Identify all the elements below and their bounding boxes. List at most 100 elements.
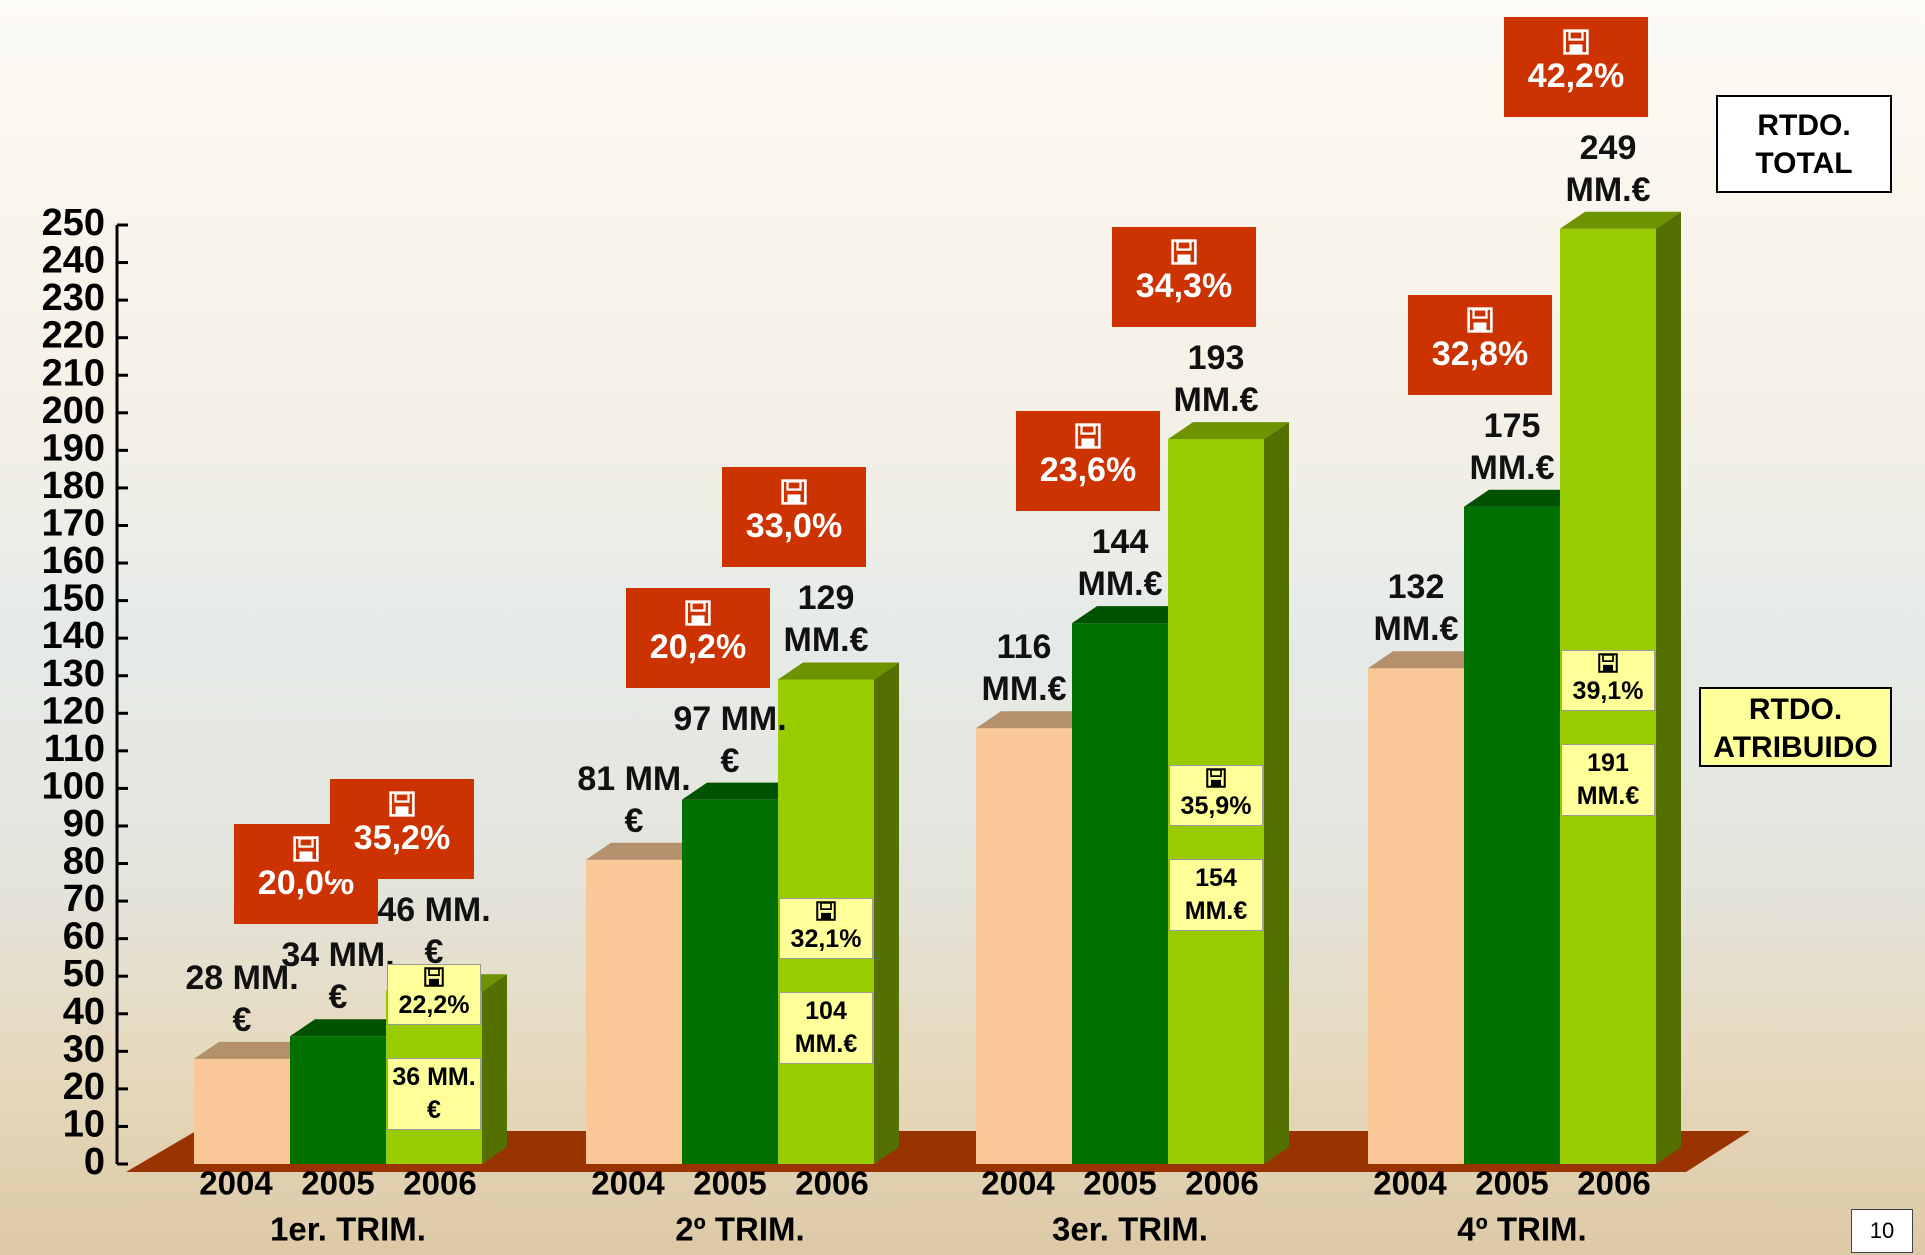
x-tick-label: 2004 [1373,1165,1447,1202]
x-tick-label: 2006 [795,1165,868,1202]
y-tick-label: 100 [42,765,105,807]
attributed-box: 36 MM.€ [387,1058,481,1130]
group-label: 3er. TRIM. [1052,1211,1208,1248]
growth-box: 23,6% [1016,411,1160,511]
value-label: 144 MM.€ [1060,521,1180,605]
growth-box: 20,2% [626,588,770,688]
disk-icon [1408,307,1552,333]
attributed-share-label: 22,2% [388,989,480,1022]
y-tick-label: 240 [42,240,105,282]
y-tick-label: 250 [42,202,105,244]
disk-icon [1016,423,1160,449]
x-tick-label: 2004 [591,1165,665,1202]
disk-icon [330,791,474,817]
y-tick-label: 160 [42,540,105,582]
y-tick-label: 200 [42,390,105,432]
growth-box: 32,8% [1408,295,1552,395]
disk-icon [388,967,480,987]
growth-box: 34,3% [1112,227,1256,327]
attributed-share-box: 22,2% [387,964,481,1025]
bar [194,1059,290,1164]
disk-icon [1504,29,1648,55]
attributed-share-box: 35,9% [1169,765,1263,826]
value-label: 132 MM.€ [1356,566,1476,650]
value-label: 129 MM.€ [766,577,886,661]
y-tick-label: 20 [63,1066,105,1108]
x-tick-label: 2005 [1083,1165,1156,1202]
attributed-box: 154 MM.€ [1169,859,1263,931]
value-label: 175 MM.€ [1452,405,1572,489]
bar [1464,507,1560,1164]
disk-icon [722,479,866,505]
bar-side [1264,422,1289,1164]
attributed-share-label: 39,1% [1562,675,1654,708]
page-number: 10 [1851,1209,1913,1253]
value-label: 46 MM.€ [374,889,494,973]
x-tick-label: 2004 [199,1165,273,1202]
bar [586,860,682,1164]
value-label: 116 MM.€ [964,626,1084,710]
y-tick-label: 130 [42,653,105,695]
growth-box: 33,0% [722,467,866,567]
growth-label: 20,2% [626,628,770,667]
group-label: 2º TRIM. [675,1211,804,1248]
y-tick-label: 60 [63,916,105,958]
disk-icon [1562,653,1654,673]
y-tick-label: 150 [42,578,105,620]
growth-label: 34,3% [1112,267,1256,306]
disk-icon [1112,239,1256,265]
bar [1072,623,1168,1164]
y-tick-label: 170 [42,503,105,545]
growth-box: 42,2% [1504,17,1648,117]
growth-label: 42,2% [1504,57,1648,96]
disk-icon [780,901,872,921]
y-tick-label: 90 [63,803,105,845]
y-tick-label: 180 [42,465,105,507]
bar-side [1656,212,1681,1164]
y-tick-label: 70 [63,878,105,920]
y-tick-label: 140 [42,615,105,657]
group-label: 4º TRIM. [1457,1211,1586,1248]
attributed-share-label: 32,1% [780,923,872,956]
attributed-share-box: 39,1% [1561,650,1655,711]
bar-side [874,662,899,1164]
growth-box: 35,2% [330,779,474,879]
growth-label: 35,2% [330,819,474,858]
x-tick-label: 2005 [693,1165,766,1202]
attributed-share-label: 35,9% [1170,790,1262,823]
attributed-box: 191 MM.€ [1561,744,1655,816]
y-tick-label: 110 [44,728,105,770]
bar-side [482,974,507,1164]
attributed-legend: RTDO. ATRIBUIDO [1699,687,1892,767]
growth-label: 23,6% [1016,451,1160,490]
bar [290,1036,386,1164]
growth-label: 32,8% [1408,335,1552,374]
y-tick-label: 220 [42,315,105,357]
growth-label: 33,0% [722,507,866,546]
x-tick-label: 2006 [1185,1165,1258,1202]
y-tick-label: 190 [42,427,105,469]
x-tick-label: 2005 [1475,1165,1548,1202]
y-tick-label: 80 [63,841,105,883]
y-tick-label: 210 [42,352,105,394]
x-tick-label: 2006 [403,1165,476,1202]
bar [682,800,778,1164]
y-tick-label: 10 [63,1103,105,1145]
group-label: 1er. TRIM. [270,1211,426,1248]
y-tick-label: 40 [63,991,105,1033]
x-tick-label: 2004 [981,1165,1055,1202]
value-label: 193 MM.€ [1156,337,1276,421]
value-label: 97 MM.€ [670,698,790,782]
bar [976,728,1072,1164]
attributed-box: 104 MM.€ [779,992,873,1064]
disk-icon [626,600,770,626]
value-label: 249 MM.€ [1548,127,1668,211]
y-tick-label: 30 [63,1028,105,1070]
y-tick-label: 0 [84,1141,105,1183]
y-tick-label: 120 [42,690,105,732]
disk-icon [1170,768,1262,788]
y-tick-label: 50 [63,953,105,995]
attributed-share-box: 32,1% [779,898,873,959]
total-legend: RTDO. TOTAL [1716,95,1892,193]
x-tick-label: 2005 [301,1165,374,1202]
